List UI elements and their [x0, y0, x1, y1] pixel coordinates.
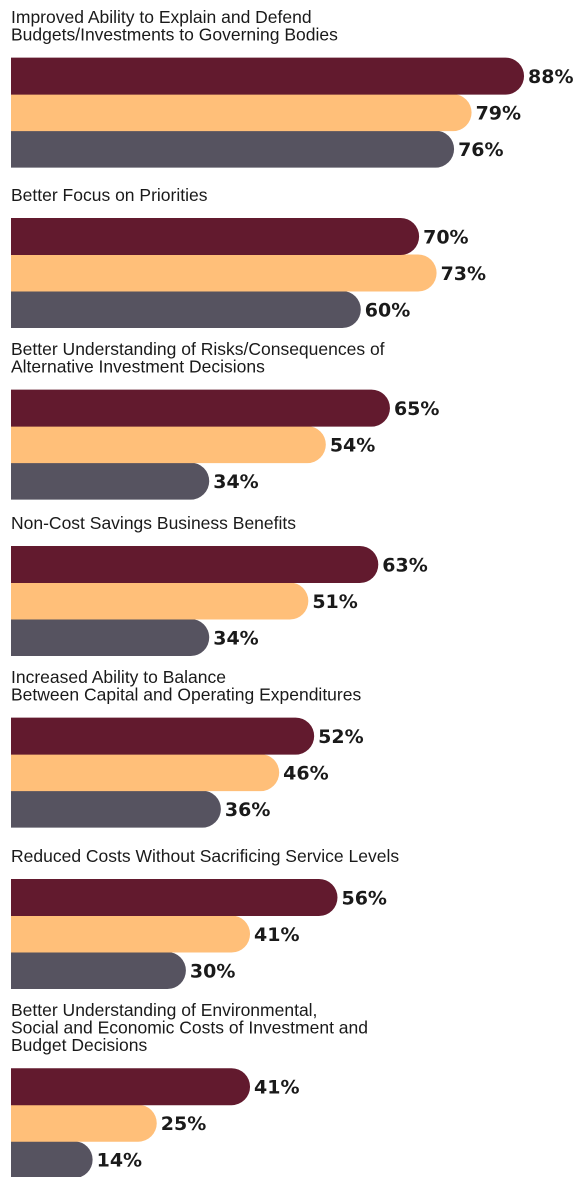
category-label: Better Understanding of Environmental, — [11, 1000, 317, 1020]
bar — [11, 57, 525, 95]
data-label: 88% — [528, 66, 573, 88]
data-label: 30% — [190, 961, 235, 983]
category-label: Alternative Investment Decisions — [11, 357, 265, 377]
category-group: Reduced Costs Without Sacrificing Servic… — [11, 846, 399, 989]
data-label: 51% — [312, 591, 357, 613]
bar — [11, 717, 315, 755]
bar — [11, 1141, 93, 1177]
bar — [11, 1104, 157, 1142]
bar — [11, 619, 210, 656]
data-label: 36% — [225, 799, 270, 821]
bar — [11, 915, 251, 953]
category-group: Better Understanding of Environmental,So… — [11, 1000, 368, 1177]
data-label: 65% — [394, 398, 439, 420]
data-label: 34% — [213, 628, 258, 650]
bar — [11, 130, 455, 168]
data-label: 73% — [441, 263, 486, 285]
category-label: Non-Cost Savings Business Benefits — [11, 513, 296, 533]
bar — [11, 291, 361, 328]
bar — [11, 94, 472, 132]
bar — [11, 546, 379, 583]
data-label: 34% — [213, 471, 258, 493]
category-label: Reduced Costs Without Sacrificing Servic… — [11, 846, 399, 866]
category-group: Better Focus on Priorities 70% 73% 60% — [11, 185, 486, 328]
bar — [11, 218, 420, 255]
bar — [11, 790, 221, 828]
category-label: Between Capital and Operating Expenditur… — [11, 685, 361, 705]
bar — [11, 389, 390, 427]
bar — [11, 582, 309, 620]
data-label: 14% — [97, 1150, 142, 1172]
bar — [11, 754, 280, 792]
data-label: 76% — [458, 139, 503, 161]
data-label: 56% — [341, 888, 386, 910]
data-label: 54% — [330, 435, 375, 457]
category-group: Non-Cost Savings Business Benefits 63% 51%… — [11, 513, 428, 656]
bar — [11, 1068, 251, 1106]
bar — [11, 952, 186, 989]
category-group: Better Understanding of Risks/Consequenc… — [11, 339, 439, 500]
data-label: 63% — [382, 555, 427, 577]
data-label: 79% — [476, 103, 521, 125]
bar — [11, 462, 210, 500]
category-label: Better Focus on Priorities — [11, 185, 208, 205]
category-label: Increased Ability to Balance — [11, 667, 226, 687]
category-label: Improved Ability to Explain and Defend — [11, 7, 312, 27]
data-label: 41% — [254, 924, 299, 946]
data-label: 25% — [161, 1113, 206, 1135]
data-label: 60% — [365, 300, 410, 322]
category-label: Budgets/Investments to Governing Bodies — [11, 25, 338, 45]
category-label: Budget Decisions — [11, 1035, 147, 1055]
data-label: 52% — [318, 726, 363, 748]
data-label: 46% — [283, 763, 328, 785]
bar — [11, 254, 437, 292]
bar — [11, 426, 326, 464]
data-label: 70% — [423, 227, 468, 249]
category-label: Better Understanding of Risks/Consequenc… — [11, 339, 385, 359]
data-label: 41% — [254, 1077, 299, 1099]
category-group: Improved Ability to Explain and DefendBu… — [11, 7, 574, 168]
category-label: Social and Economic Costs of Investment … — [11, 1018, 368, 1038]
bar — [11, 879, 338, 916]
